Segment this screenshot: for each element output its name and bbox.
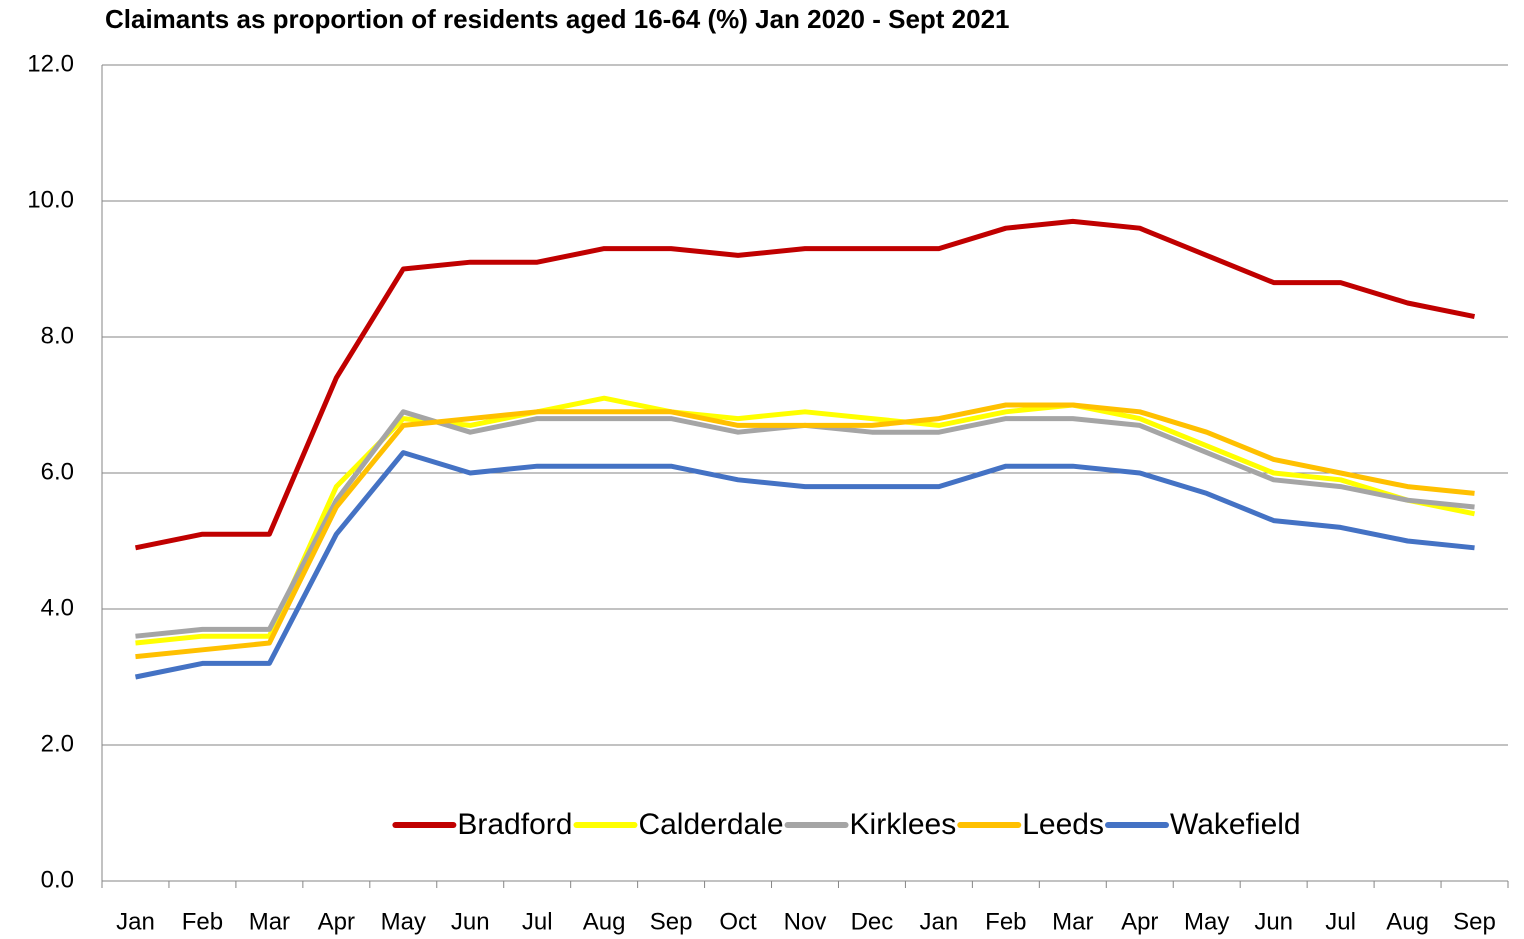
x-tick-label: Jun: [451, 908, 490, 935]
x-tick-label: Mar: [249, 908, 290, 935]
x-tick-label: Apr: [1121, 908, 1158, 935]
x-tick-label: May: [381, 908, 426, 935]
x-tick-label: Aug: [1386, 908, 1429, 935]
y-tick-label: 8.0: [41, 322, 74, 349]
x-tick-label: Dec: [851, 908, 894, 935]
series-line: [135, 402, 1475, 660]
series-line: [134, 450, 1475, 680]
series-line: [135, 395, 1476, 646]
x-tick-label: Oct: [719, 908, 757, 935]
legend-label: Wakefield: [1170, 808, 1301, 841]
series-line: [135, 409, 1475, 639]
y-tick-label: 6.0: [41, 458, 74, 485]
series-line: [134, 218, 1476, 551]
x-tick-label: Aug: [583, 908, 626, 935]
x-tick-label: Feb: [985, 908, 1026, 935]
x-tick-label: Apr: [318, 908, 355, 935]
y-tick-label: 10.0: [27, 186, 74, 213]
x-tick-label: Sep: [1453, 908, 1496, 935]
x-tick-label: Mar: [1052, 908, 1093, 935]
x-tick-label: Nov: [784, 908, 827, 935]
x-tick-label: Jan: [116, 908, 155, 935]
legend-label: Kirklees: [850, 808, 957, 841]
x-tick-label: Jun: [1254, 908, 1293, 935]
y-tick-label: 0.0: [41, 866, 74, 893]
y-tick-label: 12.0: [27, 50, 74, 77]
x-tick-label: Sep: [650, 908, 693, 935]
x-tick-label: May: [1184, 908, 1229, 935]
legend-label: Calderdale: [638, 808, 783, 841]
x-tick-label: Feb: [182, 908, 223, 935]
x-tick-label: Jul: [522, 908, 553, 935]
chart-title: Claimants as proportion of residents age…: [105, 4, 1010, 34]
legend-label: Leeds: [1022, 808, 1104, 841]
x-tick-label: Jan: [920, 908, 959, 935]
y-tick-label: 4.0: [41, 594, 74, 621]
y-tick-label: 2.0: [41, 730, 74, 757]
legend-label: Bradford: [457, 808, 572, 841]
x-tick-label: Jul: [1325, 908, 1356, 935]
